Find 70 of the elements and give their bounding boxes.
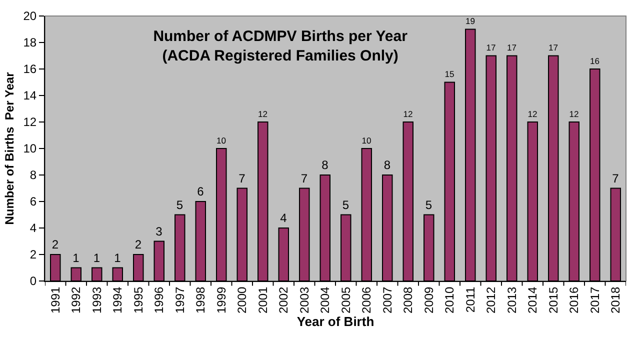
data-label: 17 — [486, 42, 496, 53]
data-label: 1 — [114, 250, 122, 265]
x-tick-label: 2002 — [276, 286, 291, 314]
data-label: 3 — [156, 224, 163, 238]
x-tick-label: 2005 — [338, 286, 353, 314]
y-tick-label: 18 — [23, 36, 37, 50]
data-label: 12 — [258, 108, 268, 119]
data-label: 10 — [362, 135, 372, 146]
x-tick-label: 2012 — [484, 286, 498, 314]
x-tick-label: 2017 — [588, 286, 602, 314]
y-tick-label: 4 — [30, 221, 37, 236]
data-label: 8 — [322, 158, 329, 172]
data-label: 2 — [134, 238, 142, 252]
data-label: 12 — [528, 108, 538, 119]
data-label: 19 — [466, 16, 476, 26]
data-label: 12 — [569, 108, 580, 119]
y-axis-title: Number of Births Per Year — [2, 72, 17, 225]
y-tick-label: 8 — [30, 168, 37, 182]
y-tick-label: 20 — [23, 9, 37, 24]
x-tick-label: 1991 — [48, 286, 62, 314]
data-label: 1 — [93, 250, 100, 265]
data-label: 4 — [280, 211, 288, 225]
data-label: 1 — [72, 250, 80, 265]
x-tick-label: 1999 — [214, 286, 228, 314]
x-tick-label: 2000 — [235, 286, 250, 314]
y-tick-label: 16 — [23, 62, 37, 76]
x-tick-label: 2006 — [360, 286, 374, 314]
data-label: 5 — [176, 198, 184, 212]
x-tick-label: 2016 — [567, 286, 582, 314]
x-tick-label: 2007 — [380, 286, 394, 314]
y-tick-label: 14 — [23, 88, 37, 103]
data-label: 15 — [444, 69, 455, 80]
y-tick-label: 2 — [30, 248, 37, 262]
y-tick-label: 10 — [23, 142, 37, 156]
data-label: 5 — [425, 198, 432, 212]
data-label: 10 — [216, 135, 226, 146]
x-tick-label: 2013 — [504, 286, 519, 314]
x-tick-label: 1992 — [69, 286, 84, 314]
x-tick-label: 2003 — [297, 286, 312, 314]
data-label: 5 — [342, 198, 350, 212]
x-tick-label: 2004 — [318, 286, 332, 314]
x-tick-label: 1997 — [172, 286, 187, 314]
x-tick-label: 1995 — [131, 286, 146, 314]
x-tick-label: 1994 — [110, 286, 125, 314]
x-tick-label: 1998 — [194, 286, 208, 314]
y-tick-label: 12 — [23, 115, 37, 130]
x-tick-label: 1993 — [90, 286, 104, 314]
x-tick-label: 2009 — [422, 286, 436, 314]
data-label: 17 — [548, 42, 558, 53]
x-tick-label: 2015 — [546, 286, 560, 314]
text: Number of ACDMPV Births per Year (ACDA Registered Families Only) — [153, 28, 408, 65]
data-label: 7 — [238, 171, 246, 186]
data-label: 12 — [403, 108, 414, 119]
y-tick-label: 0 — [30, 274, 37, 288]
data-label: 2 — [52, 238, 59, 252]
data-label: 7 — [300, 171, 308, 186]
x-tick-label: 2001 — [256, 286, 270, 314]
data-label: 17 — [507, 42, 517, 53]
x-tick-label: 2018 — [608, 286, 623, 314]
x-tick-label: 2008 — [401, 286, 416, 314]
x-tick-label: 1996 — [152, 286, 166, 314]
data-label: 8 — [384, 158, 391, 172]
x-tick-label: 2010 — [442, 286, 457, 314]
data-label: 7 — [612, 171, 620, 186]
x-tick-label: 2011 — [463, 286, 478, 313]
y-tick-label: 6 — [30, 194, 37, 209]
data-label: 16 — [590, 56, 600, 66]
data-label: 6 — [197, 184, 204, 198]
x-tick-label: 2014 — [526, 286, 540, 314]
x-axis-title: Year of Birth — [296, 314, 374, 330]
